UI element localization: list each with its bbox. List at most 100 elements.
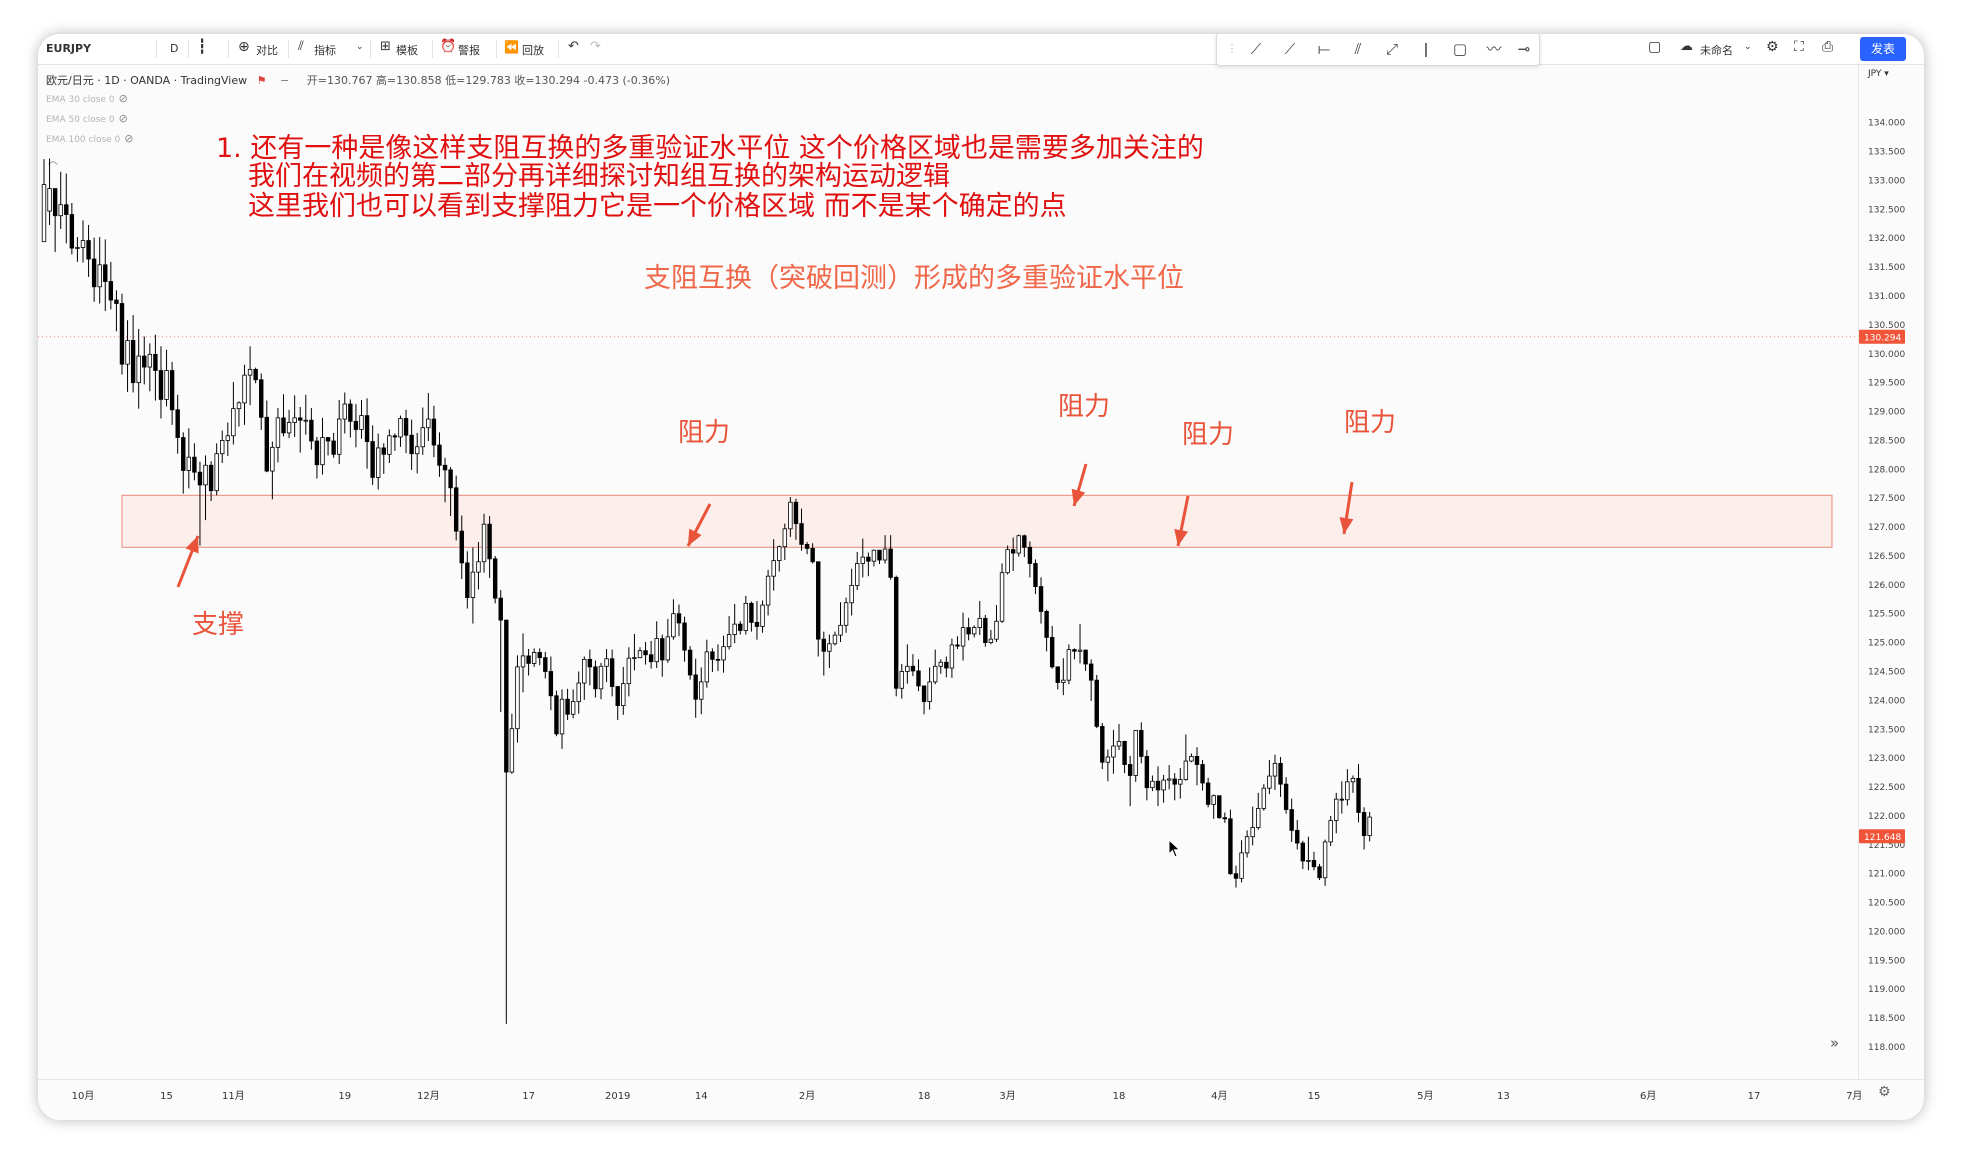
- path-icon[interactable]: 〰: [1486, 40, 1502, 58]
- candle-body: [364, 415, 370, 442]
- scroll-to-realtime-icon[interactable]: »: [1830, 1034, 1840, 1052]
- horizontal-ray-icon[interactable]: ⟝: [1317, 40, 1331, 58]
- candle-body: [431, 418, 437, 446]
- candle-body: [381, 447, 386, 455]
- candle-body: [398, 418, 403, 438]
- candle-body: [1061, 679, 1066, 683]
- y-tick-label: 123.000: [1868, 754, 1905, 764]
- y-tick-label: 128.500: [1868, 436, 1905, 446]
- candle-body: [236, 402, 242, 410]
- x-tick-label: 7月: [1846, 1090, 1862, 1102]
- currency-text: JPY: [1868, 69, 1882, 79]
- candle-body: [1016, 535, 1021, 554]
- extended-line-icon[interactable]: ⤢: [1385, 40, 1398, 58]
- candle-body: [882, 548, 888, 561]
- resistance-arrow-1-head: [688, 528, 702, 546]
- indicators-button[interactable]: 指标: [314, 44, 336, 57]
- candle-body: [448, 469, 453, 489]
- eye-hidden-icon[interactable]: ⊘: [118, 112, 128, 125]
- candle-body: [905, 665, 910, 672]
- collapse-icon[interactable]: −: [280, 74, 290, 87]
- candle-body: [414, 446, 420, 455]
- candle-style-icon[interactable]: ┇: [198, 39, 207, 55]
- currency-label[interactable]: JPY ▾: [1868, 69, 1889, 79]
- candle-body: [765, 575, 771, 606]
- gear-icon[interactable]: ⚙: [1766, 39, 1779, 55]
- cloud-icon[interactable]: ☁: [1680, 39, 1693, 54]
- alert-button[interactable]: 警报: [458, 44, 480, 57]
- alarm-clock-icon[interactable]: ⏰: [440, 39, 457, 54]
- symbol-search[interactable]: EURJPY: [46, 42, 92, 55]
- candle-body: [1367, 816, 1372, 836]
- eye-hidden-icon[interactable]: ⊘: [124, 132, 134, 145]
- eye-hidden-icon[interactable]: ⊘: [118, 92, 128, 105]
- candle-body: [1339, 798, 1345, 801]
- fullscreen-icon[interactable]: ⛶: [1794, 39, 1804, 55]
- candle-body: [1250, 827, 1255, 838]
- candle-body: [693, 674, 698, 700]
- candle-body: [214, 453, 219, 492]
- replay-icon[interactable]: ⏪: [504, 40, 519, 54]
- candle-body: [637, 650, 643, 659]
- chevron-down-icon[interactable]: ⌄: [1744, 42, 1752, 52]
- indicator-ema30[interactable]: EMA 30 close 0 ⊘: [46, 92, 128, 105]
- axis-settings-icon[interactable]: ⚙: [1878, 1084, 1891, 1100]
- candle-body: [816, 561, 821, 640]
- rectangle-icon[interactable]: ▢: [1452, 40, 1468, 58]
- trend-line-icon[interactable]: ⟋: [1250, 40, 1262, 58]
- drag-handle-icon[interactable]: ⋮: [1226, 42, 1238, 55]
- resistance-label-4: 阻力: [1344, 408, 1397, 438]
- candle-body: [509, 728, 515, 773]
- candle-body: [626, 657, 632, 685]
- publish-button[interactable]: 发表: [1860, 37, 1906, 61]
- candle-body: [58, 204, 63, 217]
- parallel-channel-icon[interactable]: ⫽: [1354, 40, 1362, 58]
- candle-body: [593, 666, 598, 690]
- candle-body: [142, 355, 147, 368]
- y-tick-label: 133.500: [1868, 148, 1905, 158]
- candle-body: [220, 440, 225, 455]
- x-tick-label: 17: [522, 1091, 535, 1102]
- camera-icon[interactable]: ⎙: [1822, 39, 1834, 55]
- redo-icon[interactable]: ↷: [590, 39, 601, 54]
- collapse-legend-icon[interactable]: ︿: [48, 156, 58, 167]
- flag-icon[interactable]: ⚑: [256, 74, 267, 87]
- layout-name[interactable]: 未命名: [1700, 44, 1733, 57]
- candle-body: [994, 620, 999, 640]
- templates-icon[interactable]: ⊞: [380, 39, 391, 54]
- templates-button[interactable]: 模板: [396, 44, 418, 57]
- candle-body: [1289, 809, 1294, 831]
- x-tick-label: 15: [1308, 1091, 1321, 1102]
- candle-body: [1010, 549, 1016, 554]
- candle-body: [197, 471, 203, 486]
- replay-button[interactable]: 回放: [522, 44, 544, 57]
- ray-icon[interactable]: ⟋: [1284, 40, 1296, 58]
- chevron-down-icon[interactable]: ⌄: [356, 42, 364, 52]
- candle-body: [1350, 777, 1356, 783]
- candle-body: [504, 619, 509, 773]
- undo-icon[interactable]: ↶: [568, 39, 579, 54]
- interval-selector[interactable]: D: [170, 42, 179, 55]
- candle-body: [832, 634, 838, 645]
- candle-body: [1295, 829, 1300, 844]
- candle-body: [565, 698, 570, 715]
- legend-title[interactable]: 欧元/日元 · 1D · OANDA · TradingView: [46, 74, 248, 87]
- candle-body: [1328, 820, 1333, 843]
- indicator-ema100[interactable]: EMA 100 close 0 ⊘: [46, 132, 134, 145]
- candle-body: [1272, 762, 1278, 777]
- horizontal-line-icon[interactable]: ⊸: [1517, 40, 1531, 58]
- compare-button[interactable]: 对比: [256, 44, 278, 57]
- indicator-ema50[interactable]: EMA 50 close 0 ⊘: [46, 112, 128, 125]
- toolbar-divider: [188, 40, 189, 58]
- candle-body: [866, 556, 871, 562]
- layout-square-icon[interactable]: ▢: [1648, 39, 1662, 55]
- vertical-line-icon[interactable]: ǀ: [1423, 40, 1429, 58]
- indicators-icon[interactable]: ⫽: [298, 39, 304, 54]
- candle-body: [437, 444, 442, 466]
- compare-icon[interactable]: ⊕: [238, 39, 250, 55]
- price-chart[interactable]: 118.000 118.500 119.000 119.500 120.000 120.5…: [38, 34, 1924, 1120]
- candle-body: [576, 682, 581, 702]
- candle-body: [1283, 783, 1289, 810]
- candle-body: [665, 636, 671, 661]
- toolbar-divider: [288, 40, 289, 58]
